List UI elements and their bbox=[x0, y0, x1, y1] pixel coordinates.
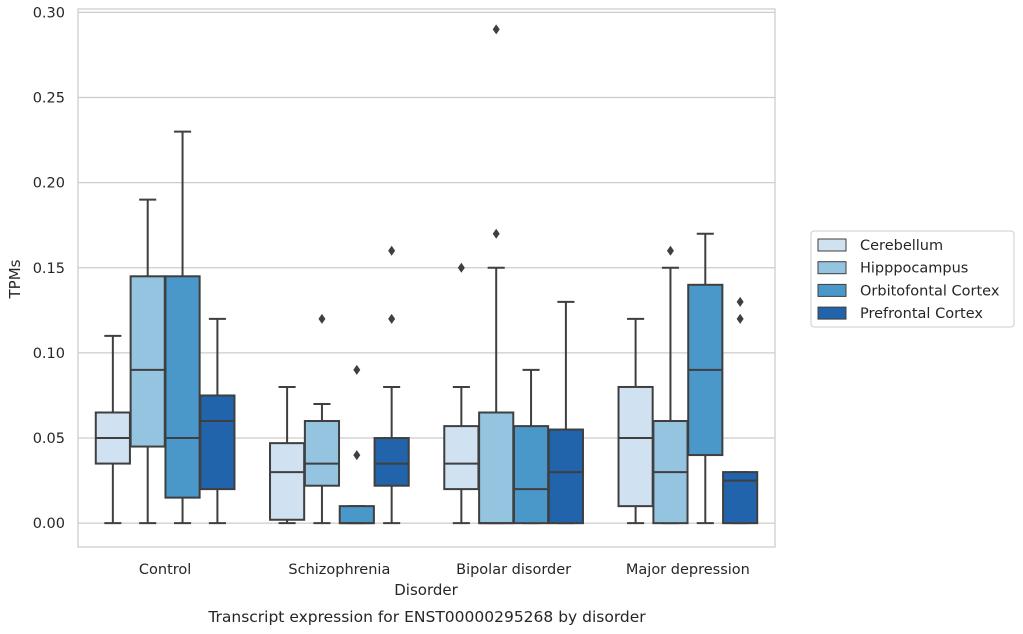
box-iqr bbox=[199, 394, 236, 491]
box-iqr bbox=[512, 425, 550, 525]
outlier-point bbox=[492, 228, 500, 239]
box-iqr bbox=[164, 275, 201, 499]
boxes bbox=[94, 24, 759, 525]
legend-swatch bbox=[817, 238, 847, 252]
box-group bbox=[338, 364, 375, 525]
outlier-point bbox=[388, 245, 396, 256]
legend-label: Prefrontal Cortex bbox=[860, 306, 983, 322]
box-group bbox=[164, 130, 201, 525]
outlier-point bbox=[666, 245, 674, 256]
box-iqr bbox=[547, 428, 584, 525]
y-tick-label: 0.05 bbox=[33, 431, 65, 447]
legend-label: Orbitofontal Cortex bbox=[860, 283, 1000, 299]
outlier-point bbox=[353, 450, 361, 461]
x-axis-label: Disorder bbox=[394, 581, 458, 599]
box-group bbox=[199, 317, 236, 525]
box-iqr bbox=[269, 442, 306, 521]
box-iqr bbox=[373, 437, 410, 487]
box-group bbox=[478, 24, 515, 525]
legend-label: Cerebellum bbox=[860, 238, 943, 254]
box-group bbox=[722, 296, 759, 525]
x-tick-label: Schizophrenia bbox=[288, 562, 390, 578]
y-tick-label: 0.30 bbox=[33, 5, 65, 21]
box-iqr bbox=[303, 420, 341, 487]
box-group bbox=[687, 232, 724, 525]
legend-swatch bbox=[817, 306, 847, 320]
box-group bbox=[652, 245, 689, 525]
box-iqr bbox=[478, 411, 515, 525]
chart-caption: Transcript expression for ENST0000029526… bbox=[207, 608, 646, 626]
box-group bbox=[547, 300, 584, 525]
legend: Cerebellum Hipppocampus Orbitofontal Corte… bbox=[810, 230, 1015, 328]
outlier-point bbox=[492, 24, 500, 35]
plot-frame bbox=[77, 8, 776, 548]
outlier-point bbox=[318, 313, 326, 324]
box-group bbox=[303, 313, 341, 525]
legend-swatch bbox=[817, 261, 847, 275]
y-axis-ticks: 0.00 0.05 0.10 0.15 0.20 0.25 0.30 bbox=[33, 5, 65, 532]
box-group bbox=[129, 198, 166, 525]
box-group bbox=[269, 385, 306, 525]
y-tick-label: 0.15 bbox=[33, 261, 65, 277]
box-group bbox=[617, 317, 654, 525]
box-iqr bbox=[617, 385, 654, 508]
x-tick-label: Control bbox=[139, 562, 191, 578]
outlier-point bbox=[736, 296, 744, 307]
box-iqr bbox=[443, 425, 480, 491]
outlier-point bbox=[736, 313, 744, 324]
outlier-point bbox=[388, 313, 396, 324]
box-group bbox=[373, 245, 410, 525]
outlier-point bbox=[353, 364, 361, 375]
y-axis-label: TPMs bbox=[6, 259, 24, 299]
x-tick-label: Bipolar disorder bbox=[456, 562, 571, 578]
box-iqr bbox=[338, 505, 375, 525]
legend-frame bbox=[810, 230, 1015, 328]
x-axis-ticks: Control Schizophrenia Bipolar disorder Majo… bbox=[139, 562, 750, 578]
box-iqr bbox=[129, 275, 166, 448]
y-tick-label: 0.25 bbox=[33, 91, 65, 107]
y-tick-label: 0.10 bbox=[33, 346, 65, 362]
box-group bbox=[512, 368, 550, 525]
legend-swatch bbox=[817, 283, 847, 297]
x-tick-label: Major depression bbox=[626, 562, 750, 578]
box-group bbox=[443, 262, 480, 525]
outlier-point bbox=[457, 262, 465, 273]
y-tick-label: 0.20 bbox=[33, 176, 65, 192]
y-tick-label: 0.00 bbox=[33, 516, 65, 532]
legend-label: Hipppocampus bbox=[860, 261, 968, 277]
